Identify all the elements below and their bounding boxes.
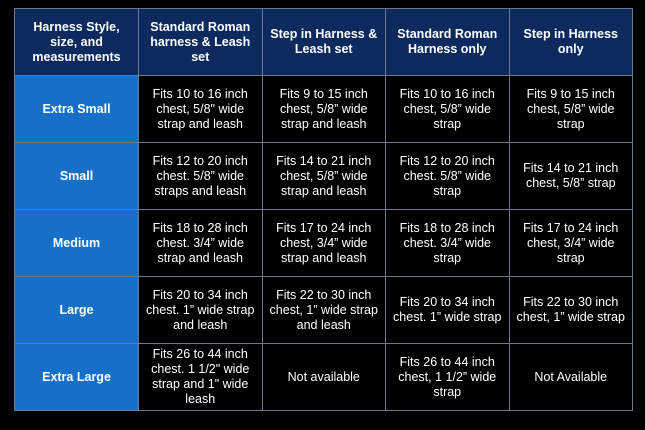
fit-cell: Fits 12 to 20 inch chest. 5/8” wide stra…: [138, 142, 263, 210]
header-cell: Standard Roman Harness only: [385, 8, 510, 76]
fit-cell: Fits 20 to 34 inch chest. 1” wide strap …: [138, 276, 263, 344]
fit-cell: Fits 14 to 21 inch chest, 5/8” wide stra…: [261, 142, 386, 210]
fit-cell: Fits 17 to 24 inch chest, 3/4” wide stra…: [508, 209, 633, 277]
fit-cell: Fits 18 to 28 inch chest. 3/4” wide stra…: [138, 209, 263, 277]
header-cell: Harness Style, size, and measurements: [14, 8, 139, 76]
fit-cell: Fits 20 to 34 inch chest. 1” wide strap: [385, 276, 510, 344]
fit-cell: Fits 17 to 24 inch chest, 3/4” wide stra…: [261, 209, 386, 277]
size-label: Small: [14, 142, 139, 210]
header-row: Harness Style, size, and measurements St…: [14, 8, 633, 76]
fit-cell: Fits 9 to 15 inch chest, 5/8” wide strap…: [261, 75, 386, 143]
fit-cell: Fits 12 to 20 inch chest. 5/8” wide stra…: [385, 142, 510, 210]
fit-cell: Fits 22 to 30 inch chest, 1” wide strap …: [261, 276, 386, 344]
harness-size-table: Harness Style, size, and measurements St…: [14, 8, 633, 411]
fit-cell: Fits 9 to 15 inch chest, 5/8” wide strap: [508, 75, 633, 143]
size-label: Extra Large: [14, 343, 139, 411]
fit-cell: Fits 26 to 44 inch chest, 1 1/2” wide st…: [385, 343, 510, 411]
table-row: Large Fits 20 to 34 inch chest. 1” wide s…: [14, 276, 633, 344]
header-cell: Standard Roman harness & Leash set: [138, 8, 263, 76]
fit-cell: Fits 10 to 16 inch chest, 5/8” wide stra…: [385, 75, 510, 143]
table-row: Medium Fits 18 to 28 inch chest. 3/4” wid…: [14, 209, 633, 277]
size-label: Large: [14, 276, 139, 344]
table-row: Extra Small Fits 10 to 16 inch chest, 5/8…: [14, 75, 633, 143]
fit-cell: Fits 26 to 44 inch chest. 1 1/2" wide st…: [138, 343, 263, 411]
header-cell: Step in Harness only: [508, 8, 633, 76]
table-row: Extra Large Fits 26 to 44 inch chest. 1 1…: [14, 343, 633, 411]
header-cell: Step in Harness & Leash set: [261, 8, 386, 76]
fit-cell: Not Available: [508, 343, 633, 411]
fit-cell: Fits 18 to 28 inch chest. 3/4” wide stra…: [385, 209, 510, 277]
size-label: Extra Small: [14, 75, 139, 143]
fit-cell: Fits 22 to 30 inch chest, 1” wide strap: [508, 276, 633, 344]
fit-cell: Not available: [261, 343, 386, 411]
table-row: Small Fits 12 to 20 inch chest. 5/8” wide…: [14, 142, 633, 210]
fit-cell: Fits 14 to 21 inch chest, 5/8” strap: [508, 142, 633, 210]
fit-cell: Fits 10 to 16 inch chest, 5/8" wide stra…: [138, 75, 263, 143]
size-label: Medium: [14, 209, 139, 277]
